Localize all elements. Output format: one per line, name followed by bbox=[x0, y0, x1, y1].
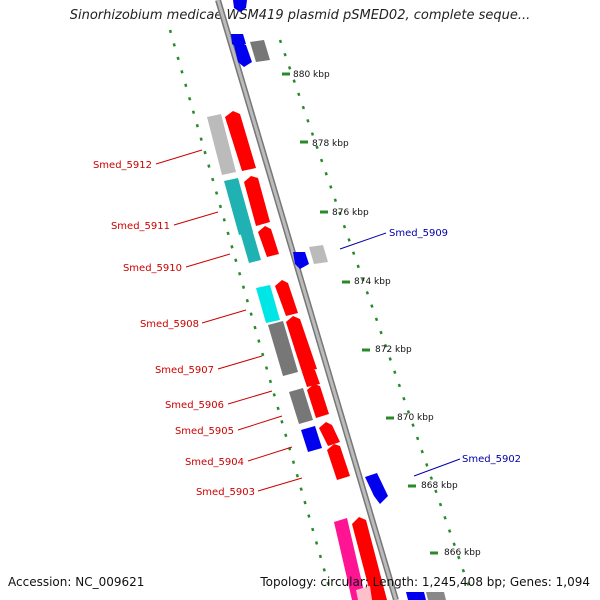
gene-arrow[interactable] bbox=[307, 384, 329, 418]
gene-arrow[interactable] bbox=[258, 226, 279, 257]
tick-label: 868 kbp bbox=[421, 481, 458, 491]
backbone-highlight bbox=[216, 0, 398, 600]
gene-box[interactable] bbox=[406, 592, 426, 600]
gene-arrow[interactable] bbox=[275, 280, 298, 316]
gene-box[interactable] bbox=[334, 518, 366, 600]
gene-label-smed-5906[interactable]: Smed_5906 bbox=[165, 400, 224, 411]
gene-box[interactable] bbox=[240, 229, 261, 263]
gene-label-smed-5912[interactable]: Smed_5912 bbox=[93, 160, 152, 171]
gene-arrow[interactable] bbox=[244, 176, 270, 226]
gene-arrow[interactable] bbox=[352, 517, 387, 600]
gene-label-smed-5904[interactable]: Smed_5904 bbox=[185, 457, 244, 468]
tick-marks bbox=[282, 72, 438, 555]
gene-box[interactable] bbox=[250, 40, 270, 62]
gene-label-smed-5902[interactable]: Smed_5902 bbox=[462, 454, 521, 465]
gene-box[interactable] bbox=[268, 321, 298, 376]
gene-label-smed-5905[interactable]: Smed_5905 bbox=[175, 426, 234, 437]
gene-box[interactable] bbox=[224, 178, 253, 235]
gene-box[interactable] bbox=[309, 245, 328, 264]
tick-label: 866 kbp bbox=[444, 548, 481, 558]
gene-arrow[interactable] bbox=[231, 34, 246, 48]
tick-label: 874 kbp bbox=[354, 277, 391, 287]
gene-box[interactable] bbox=[256, 285, 280, 323]
gene-label-smed-5910[interactable]: Smed_5910 bbox=[123, 263, 182, 274]
left-leader-lines bbox=[155, 149, 303, 492]
gene-box[interactable] bbox=[301, 426, 322, 452]
gene-box[interactable] bbox=[207, 114, 236, 175]
tick-label: 872 kbp bbox=[375, 345, 412, 355]
gene-label-smed-5908[interactable]: Smed_5908 bbox=[140, 319, 199, 330]
tick-label: 870 kbp bbox=[397, 413, 434, 423]
gene-arrow[interactable] bbox=[225, 111, 256, 171]
gene-box[interactable] bbox=[426, 592, 446, 600]
gene-label-smed-5903[interactable]: Smed_5903 bbox=[196, 487, 255, 498]
summary-text: Topology: circular; Length: 1,245,408 bp… bbox=[260, 575, 590, 589]
right-leader-lines bbox=[339, 232, 461, 477]
gene-arrow[interactable] bbox=[319, 422, 340, 446]
gene-arrow[interactable] bbox=[286, 316, 317, 372]
accession-text: Accession: NC_009621 bbox=[8, 575, 145, 589]
gene-label-smed-5907[interactable]: Smed_5907 bbox=[155, 365, 214, 376]
tick-label: 878 kbp bbox=[312, 139, 349, 149]
gene-arrow[interactable] bbox=[293, 252, 309, 269]
gene-box[interactable] bbox=[289, 388, 313, 424]
gene-label-smed-5911[interactable]: Smed_5911 bbox=[111, 221, 170, 232]
gene-arrow[interactable] bbox=[365, 473, 388, 504]
gene-box[interactable] bbox=[356, 586, 372, 600]
forward-features bbox=[231, 0, 388, 504]
gene-arrow[interactable] bbox=[327, 444, 350, 480]
reverse-features bbox=[207, 111, 446, 600]
gene-label-smed-5909[interactable]: Smed_5909 bbox=[389, 228, 448, 239]
gene-arrow[interactable] bbox=[234, 45, 252, 67]
tick-label: 876 kbp bbox=[332, 208, 369, 218]
gene-arrow[interactable] bbox=[233, 0, 247, 12]
gene-arrow[interactable] bbox=[302, 368, 320, 387]
tick-label: 880 kbp bbox=[293, 70, 330, 80]
page-title: Sinorhizobium medicae WSM419 plasmid pSM… bbox=[69, 8, 531, 23]
